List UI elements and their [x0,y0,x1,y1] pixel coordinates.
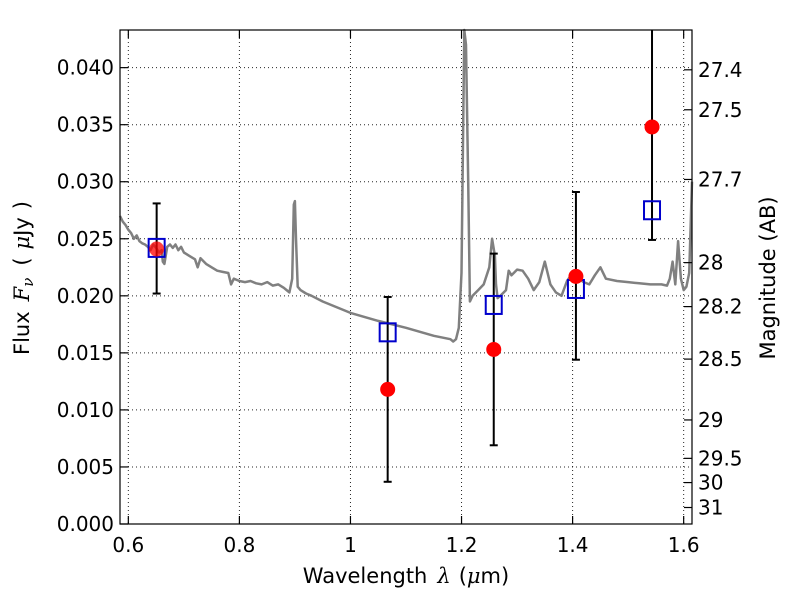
x-tick-label: 1 [344,533,357,557]
mag-tick-label: 28 [698,251,723,275]
y-tick-label: 0.020 [57,284,114,308]
y-tick-label: 0.040 [57,56,114,80]
mag-tick-label: 29.5 [698,446,743,470]
x-tick-label: 0.8 [223,533,255,557]
mag-tick-label: 27.5 [698,98,743,122]
spectrum-layer [118,28,694,343]
x-tick-label: 1.6 [668,533,700,557]
y-axis-label-unit: Jy [10,217,34,238]
x-tick-label: 1.4 [557,533,589,557]
x-axis-label-prefix: Wavelength [303,564,428,588]
mag-tick-label: 31 [698,496,723,520]
observed-photometry-point [149,241,165,257]
mag-tick-label: 28.2 [698,295,743,319]
y-axis-label-paren-close: ) [10,201,34,209]
y-tick-label: 0.025 [57,227,114,251]
mag-tick-label: 30 [698,471,723,495]
x-axis-label: Wavelength λ (μm) [303,564,509,588]
observed-photometry-point [380,381,396,397]
error-bars [152,30,657,483]
y-tick-label: 0.005 [57,455,114,479]
observed-photometry-point [568,268,584,284]
x-axis-label-paren: ( [459,564,467,588]
observed-photometry-points [149,119,660,397]
axis-ticks [120,30,692,525]
y-axis-label: Flux Fν ( μJy) [10,201,37,355]
mag-tick-label: 27.7 [698,167,743,191]
y-tick-label: 0.015 [57,341,114,365]
mag-tick-label: 27.4 [698,58,743,82]
x-tick-label: 1.2 [446,533,478,557]
model-photometry-square [643,200,662,221]
y-tick-label: 0.030 [57,170,114,194]
model-photometry-square [147,237,166,258]
model-photometry-square [484,294,503,315]
observed-photometry-point [644,119,660,135]
x-axis-label-mu: μ [467,564,481,588]
x-axis-label-symbol: λ [436,564,450,588]
y-axis-label-paren-open: ( [10,257,34,265]
right-axis-label: Magnitude (AB) [756,196,780,359]
y-axis-label-mu: μ [10,236,34,250]
observed-photometry-point [486,341,502,357]
y-axis-label-symbol: F [10,285,34,302]
y-tick-label: 0.035 [57,113,114,137]
y-tick-label: 0.000 [57,512,114,536]
y-axis-label-prefix: Flux [10,311,34,355]
mag-tick-label: 29 [698,408,723,432]
model-photometry-square [378,322,397,343]
model-spectrum-line [118,28,694,343]
x-tick-label: 0.6 [112,533,144,557]
mag-tick-label: 28.5 [698,347,743,371]
plot-frame [119,29,693,525]
y-axis-label-subscript: ν [19,278,37,287]
y-tick-label: 0.010 [57,398,114,422]
x-axis-label-unit: m) [481,564,510,588]
